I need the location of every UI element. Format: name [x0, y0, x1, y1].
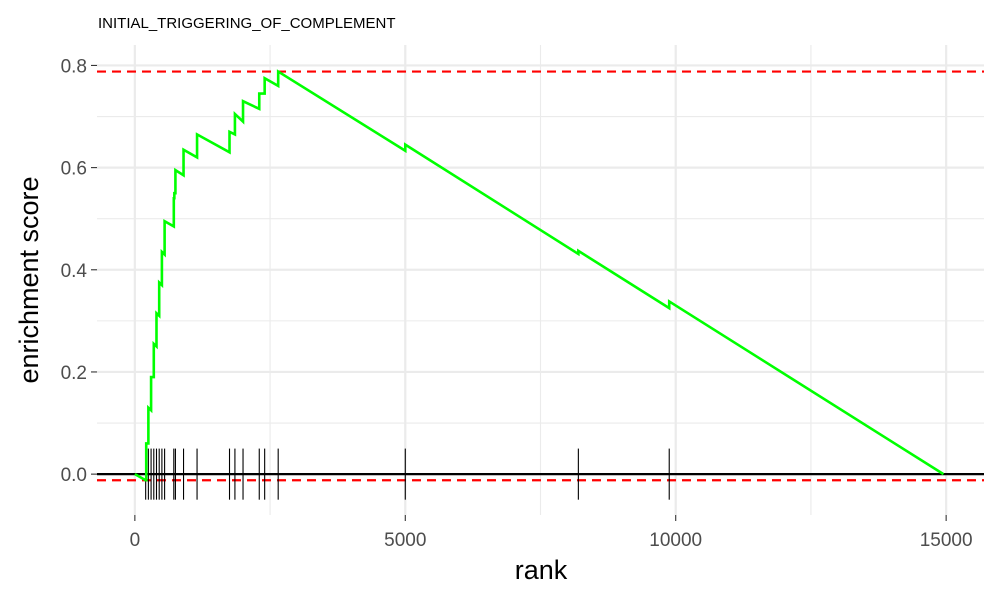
hit-markers: [145, 448, 670, 500]
y-tick-label: 0.8: [61, 56, 87, 77]
y-tick-label: 0.6: [61, 159, 87, 180]
x-axis-title: rank: [515, 555, 568, 585]
series-layer: [134, 69, 945, 482]
y-tick-label: 0.4: [61, 261, 88, 282]
y-tick-label: 0.0: [61, 465, 87, 486]
y-axis: 0.0 0.2 0.4 0.6 0.8: [61, 56, 97, 486]
x-tick-label: 10000: [649, 530, 702, 551]
x-axis: 0 5000 10000 15000: [130, 515, 973, 551]
y-axis-title: enrichment score: [14, 176, 44, 383]
y-tick-label: 0.2: [61, 363, 87, 384]
x-tick-label: 5000: [384, 530, 426, 551]
x-tick-label: 15000: [920, 530, 973, 551]
reference-lines: [97, 70, 984, 482]
x-tick-label: 0: [130, 530, 141, 551]
chart-title: INITIAL_TRIGGERING_OF_COMPLEMENT: [98, 15, 396, 32]
enrichment-score-line: [134, 69, 945, 482]
minor-gridlines: [97, 45, 984, 515]
